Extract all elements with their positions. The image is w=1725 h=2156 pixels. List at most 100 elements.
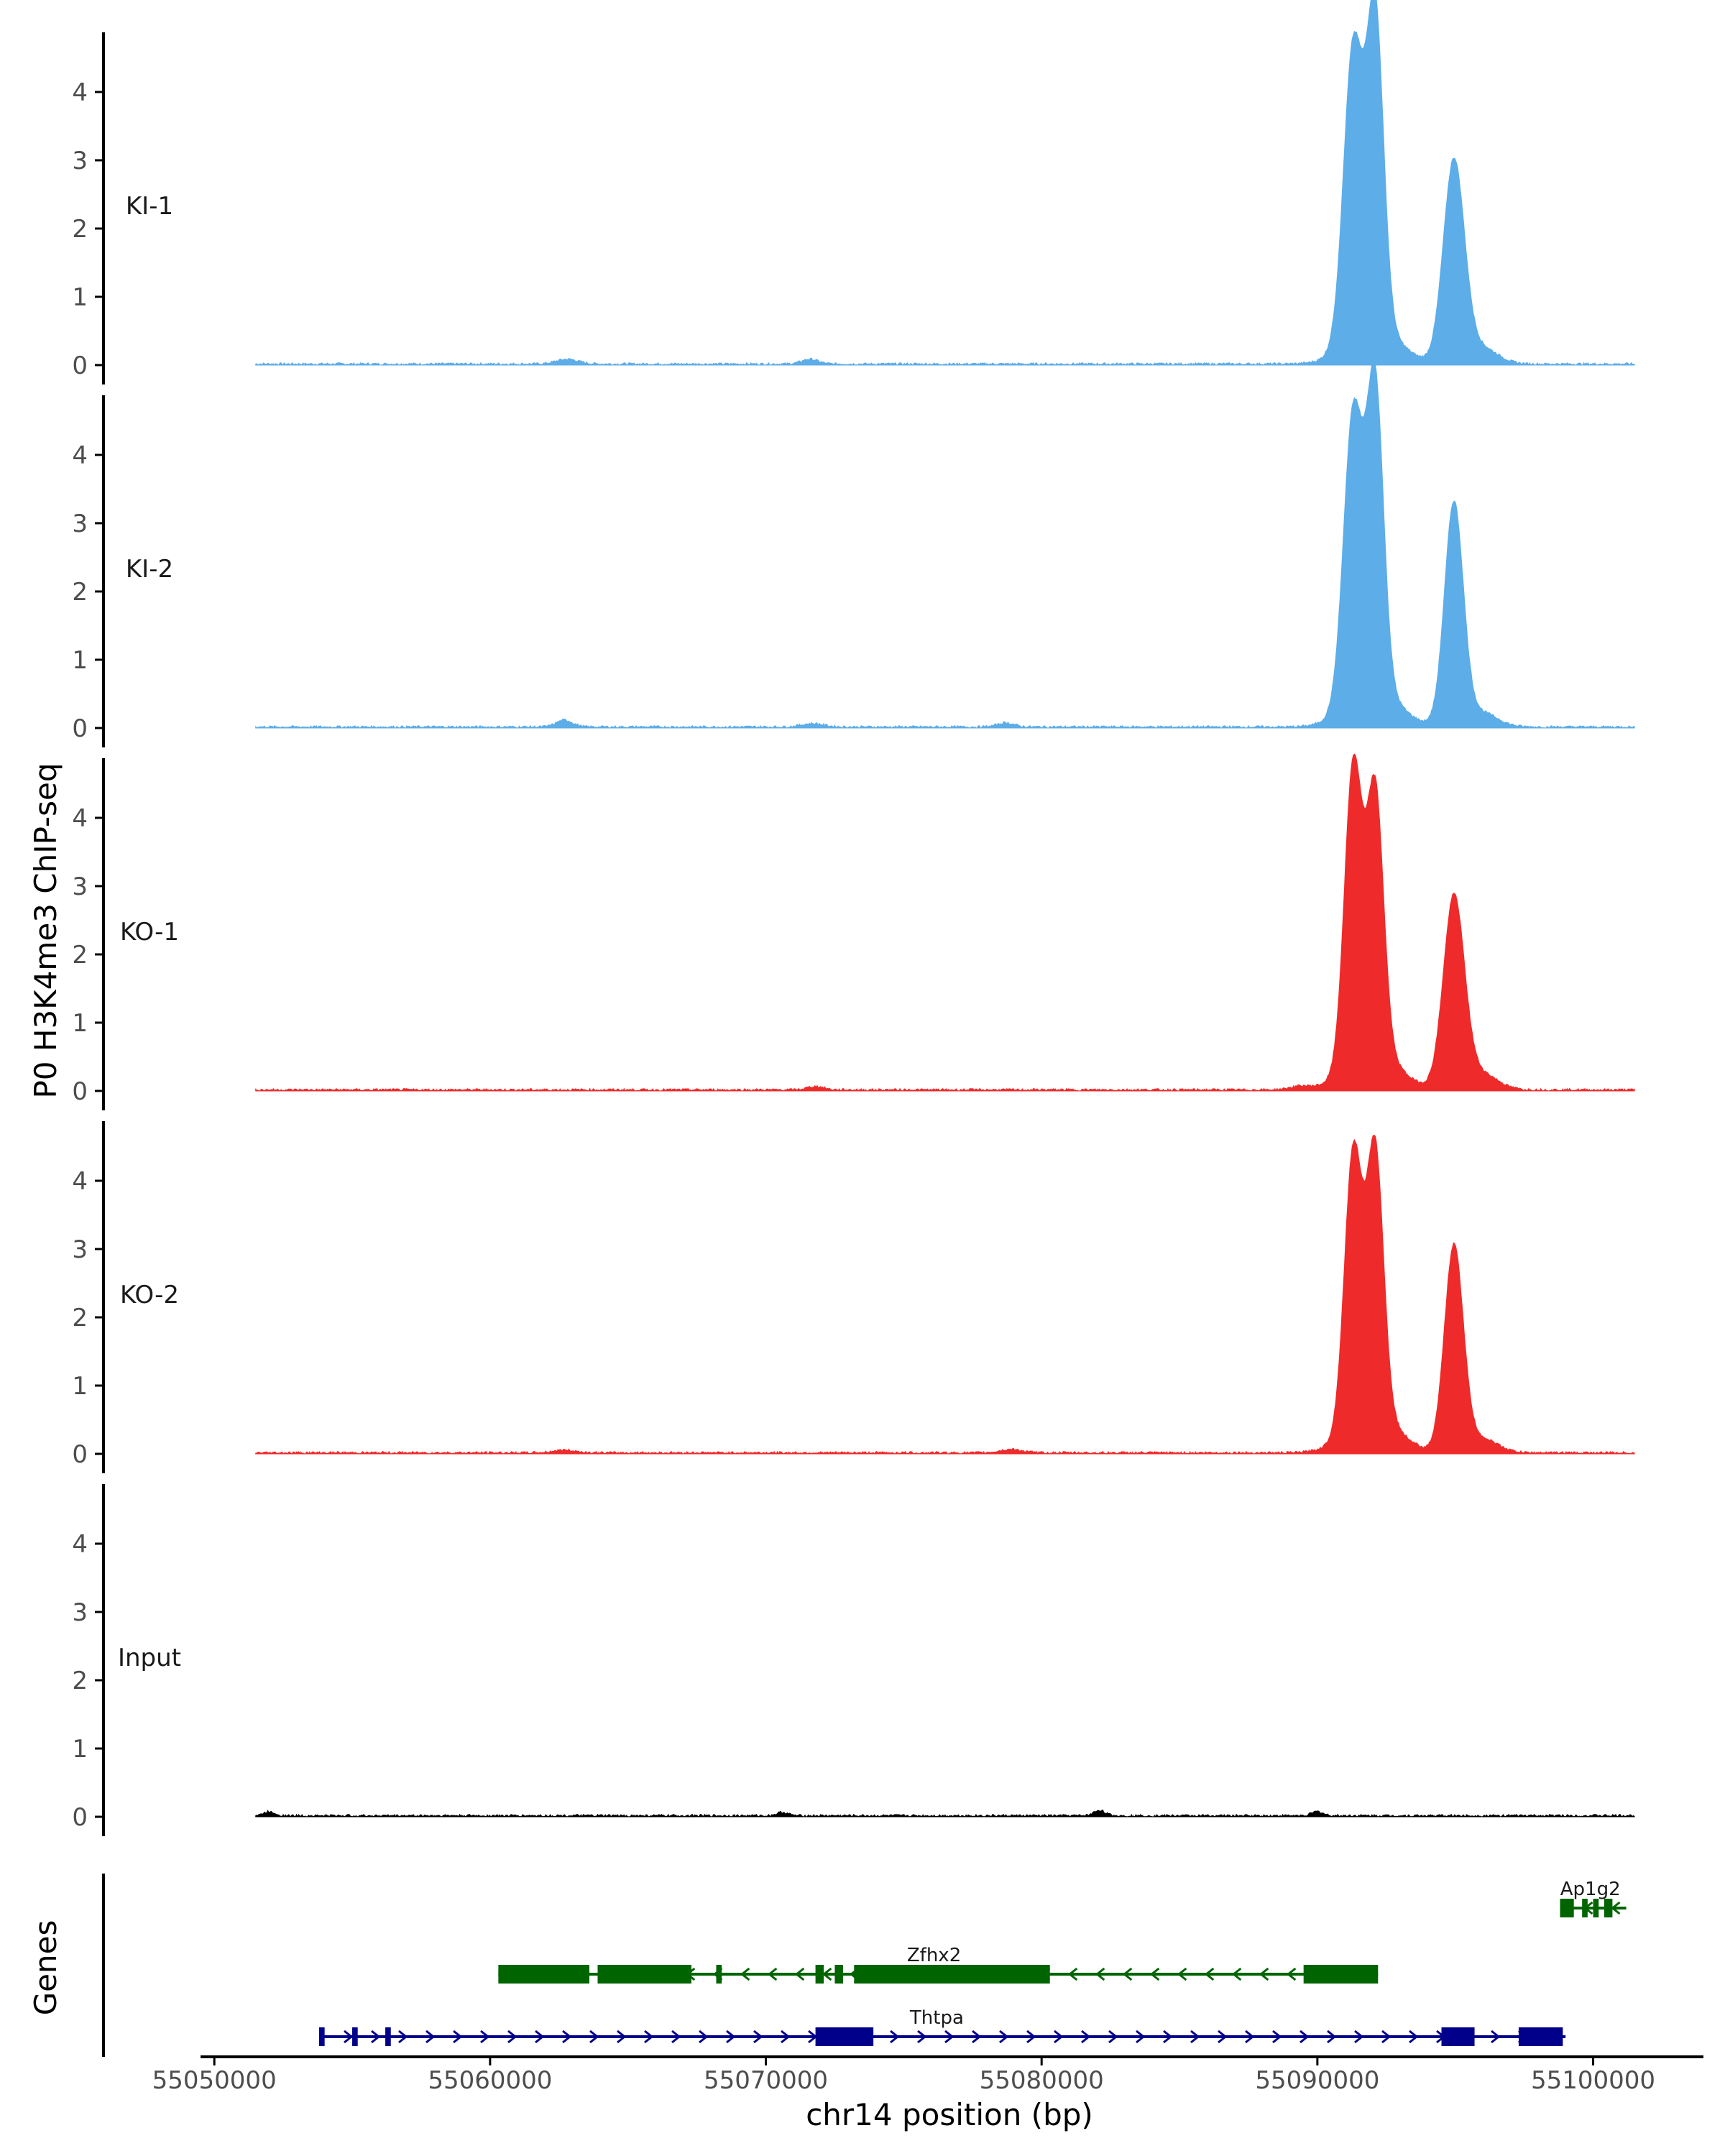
strand-arrow xyxy=(917,2030,927,2044)
exon xyxy=(1518,2027,1563,2046)
strand-arrow xyxy=(617,2030,627,2044)
exon xyxy=(716,1965,722,1984)
strand-arrow xyxy=(1095,1967,1105,1981)
exon xyxy=(352,2027,358,2046)
strand-arrow xyxy=(999,2030,1009,2044)
exon xyxy=(815,2027,874,2046)
strand-arrow xyxy=(480,2030,490,2044)
y-tick-label: 0 xyxy=(72,1803,88,1832)
gene-label: Ap1g2 xyxy=(1560,1879,1621,1900)
strand-arrow xyxy=(507,2030,518,2044)
track-label: KI-1 xyxy=(126,192,173,221)
strand-arrow xyxy=(1286,1967,1297,1981)
strand-arrow xyxy=(1218,2030,1228,2044)
x-tick-label: 55100000 xyxy=(1531,2066,1655,2095)
x-tick-label: 55090000 xyxy=(1255,2066,1379,2095)
strand-arrow xyxy=(753,2030,763,2044)
track-label: Input xyxy=(118,1644,181,1672)
y-tick-label: 3 xyxy=(72,510,88,538)
exon xyxy=(1604,1899,1613,1917)
x-axis-title: chr14 position (bp) xyxy=(806,2097,1093,2132)
y-tick-label: 1 xyxy=(72,1372,88,1401)
track-ki-1: 0 1 2 3 4 KI-1 xyxy=(72,0,1635,384)
y-tick-label: 2 xyxy=(72,215,88,244)
strand-arrow xyxy=(1354,2030,1364,2044)
y-tick-label: 1 xyxy=(72,1735,88,1764)
strand-arrow xyxy=(781,2030,791,2044)
y-tick-label: 3 xyxy=(72,147,88,175)
exon xyxy=(815,1965,824,1984)
y-tick-label: 0 xyxy=(72,1440,88,1469)
x-tick-label: 55080000 xyxy=(980,2066,1104,2095)
signal-area xyxy=(255,753,1635,1092)
genes-track-title: Genes xyxy=(28,1920,63,2016)
strand-arrow xyxy=(1026,2030,1036,2044)
track-label: KO-1 xyxy=(120,918,179,946)
y-tick-label: 0 xyxy=(72,1077,88,1106)
strand-arrow xyxy=(1245,2030,1255,2044)
exon xyxy=(1441,2027,1475,2046)
strand-arrow xyxy=(1259,1967,1269,1981)
strand-arrow xyxy=(1204,1967,1215,1981)
exon xyxy=(318,2027,325,2046)
y-tick-label: 3 xyxy=(72,1235,88,1264)
strand-arrow xyxy=(726,2030,736,2044)
strand-arrow xyxy=(344,2030,354,2044)
exon xyxy=(834,1965,843,1984)
strand-arrow xyxy=(1163,2030,1173,2044)
strand-arrow xyxy=(1122,1967,1133,1981)
signal-tracks: 0 1 2 3 4 KI-1 0 1 2 3 4 KI-2 0 1 2 3 4 KO-1 0 1 2 3 4 KO-2 0 1 2 3… xyxy=(72,0,1635,1836)
exon xyxy=(385,2027,391,2046)
strand-arrow xyxy=(1136,2030,1146,2044)
y-tick-label: 2 xyxy=(72,578,88,607)
track-ko-1: 0 1 2 3 4 KO-1 xyxy=(72,753,1635,1110)
gene-zfhx2: Zfhx2 xyxy=(498,1945,1379,1984)
strand-arrow xyxy=(1300,2030,1310,2044)
strand-arrow xyxy=(1381,2030,1392,2044)
strand-arrow xyxy=(1081,2030,1091,2044)
strand-arrow xyxy=(890,2030,900,2044)
y-tick-label: 0 xyxy=(72,714,88,743)
y-tick-label: 0 xyxy=(72,351,88,380)
strand-arrow xyxy=(453,2030,463,2044)
y-tick-label: 3 xyxy=(72,1598,88,1627)
strand-arrow xyxy=(1054,2030,1064,2044)
signal-area xyxy=(255,0,1635,366)
y-tick-label: 1 xyxy=(72,646,88,675)
signal-area xyxy=(255,360,1635,729)
strand-arrow xyxy=(535,2030,545,2044)
y-tick-label: 4 xyxy=(72,78,88,107)
gene-label: Thtpa xyxy=(909,2007,964,2029)
strand-arrow xyxy=(426,2030,436,2044)
y-tick-label: 4 xyxy=(72,441,88,470)
y-tick-label: 3 xyxy=(72,872,88,901)
strand-arrow xyxy=(371,2030,381,2044)
gene-label: Zfhx2 xyxy=(907,1945,961,1966)
strand-arrow xyxy=(794,1967,805,1981)
exon xyxy=(1593,1899,1599,1917)
y-tick-label: 1 xyxy=(72,283,88,312)
strand-arrow xyxy=(1067,1967,1078,1981)
gene-thtpa: Thtpa xyxy=(318,2007,1566,2046)
strand-arrow xyxy=(972,2030,982,2044)
exon xyxy=(597,1965,691,1984)
track-label: KI-2 xyxy=(126,555,173,584)
track-ko-2: 0 1 2 3 4 KO-2 xyxy=(72,1121,1635,1473)
strand-arrow xyxy=(1611,1901,1621,1915)
y-tick-label: 2 xyxy=(72,1304,88,1332)
strand-arrow xyxy=(740,1967,750,1981)
strand-arrow xyxy=(562,2030,572,2044)
y-axis-title: P0 H3K4me3 ChIP-seq xyxy=(28,763,63,1098)
y-tick-label: 2 xyxy=(72,1667,88,1695)
x-tick-label: 55050000 xyxy=(152,2066,277,2095)
strand-arrow xyxy=(671,2030,681,2044)
strand-arrow xyxy=(1491,2030,1501,2044)
y-tick-label: 4 xyxy=(72,1530,88,1559)
exon xyxy=(854,1965,1050,1984)
signal-area xyxy=(255,1135,1635,1455)
track-label: KO-2 xyxy=(120,1281,179,1309)
strand-arrow xyxy=(1177,1967,1187,1981)
x-tick-label: 55060000 xyxy=(428,2066,552,2095)
strand-arrow xyxy=(398,2030,408,2044)
